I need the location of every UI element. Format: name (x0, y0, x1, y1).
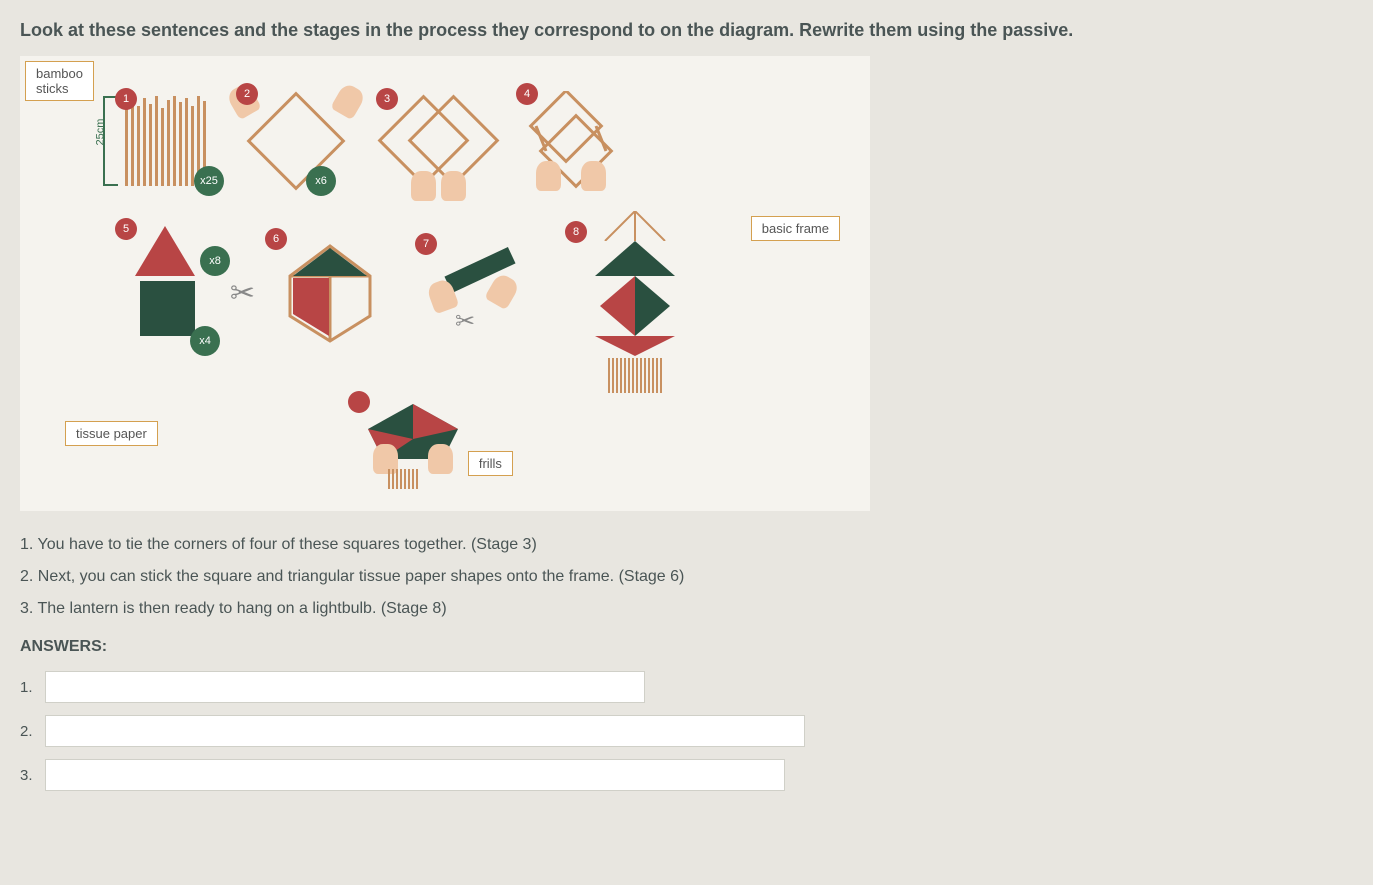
lantern-icon (575, 211, 695, 371)
answer-input-1[interactable] (45, 671, 645, 703)
answer-input-2[interactable] (45, 715, 805, 747)
hand-icon (484, 272, 521, 310)
hand-icon (330, 82, 367, 120)
stage-2: 2 x6 (246, 91, 346, 191)
stage-num-8: 8 (565, 221, 587, 243)
sentence-2: 2. Next, you can stick the square and tr… (20, 568, 1353, 586)
double-square-icon (386, 96, 486, 186)
stage-num-3: 3 (376, 88, 398, 110)
hand-icon (536, 161, 561, 191)
tissue-shapes-icon: x8 x4 ✂ (125, 226, 235, 356)
measurement-label: 25cm (94, 119, 106, 146)
stage-6: 6 (275, 236, 385, 346)
instruction-text: Look at these sentences and the stages i… (20, 20, 1353, 41)
answer-row-2: 2. (20, 715, 1353, 747)
sentences-block: 1. You have to tie the corners of four o… (20, 536, 1353, 618)
lantern-top-icon (358, 399, 468, 469)
stage-num-7: 7 (415, 233, 437, 255)
frills-label: frills (468, 451, 513, 476)
stage-5: 5 x8 x4 ✂ (125, 226, 235, 356)
sentence-3: 3. The lantern is then ready to hang on … (20, 600, 1353, 618)
count-squares: x6 (306, 166, 336, 196)
answer-row-1: 1. (20, 671, 1353, 703)
scissors-icon: ✂ (230, 276, 255, 311)
stage-num-2: 2 (236, 83, 258, 105)
hand-icon (428, 444, 453, 474)
stage-num-extra (348, 391, 370, 413)
hex-frame-icon (275, 236, 385, 346)
stage-num-4: 4 (516, 83, 538, 105)
answer-num-2: 2. (20, 723, 45, 740)
stage-frills-attach (358, 399, 468, 469)
stage-8: 8 (575, 211, 695, 371)
stage-num-5: 5 (115, 218, 137, 240)
count-triangles: x8 (200, 246, 230, 276)
hand-icon (441, 171, 466, 201)
frills-icon (575, 358, 695, 393)
tissue-paper-label: tissue paper (65, 421, 158, 446)
stage-1: 1 25cm x25 (125, 96, 206, 186)
answers-heading: ANSWERS: (20, 638, 1353, 656)
glue-icon: ✂ (425, 241, 535, 341)
stage-num-1: 1 (115, 88, 137, 110)
answer-num-3: 3. (20, 767, 45, 784)
stage-7: 7 ✂ (425, 241, 535, 341)
sentence-1: 1. You have to tie the corners of four o… (20, 536, 1353, 554)
stage-3: 3 (386, 96, 486, 186)
diagram: bamboo sticks 1 25cm x25 2 (20, 56, 870, 511)
stage-4: 4 (526, 91, 616, 191)
hand-icon (411, 171, 436, 201)
count-sticks: x25 (194, 166, 224, 196)
answer-input-3[interactable] (45, 759, 785, 791)
hand-icon (581, 161, 606, 191)
answer-row-3: 3. (20, 759, 1353, 791)
cube-frame-icon (526, 91, 616, 191)
stage-num-6: 6 (265, 228, 287, 250)
bamboo-sticks-icon: 25cm (125, 96, 206, 186)
count-rectangles: x4 (190, 326, 220, 356)
answer-num-1: 1. (20, 679, 45, 696)
